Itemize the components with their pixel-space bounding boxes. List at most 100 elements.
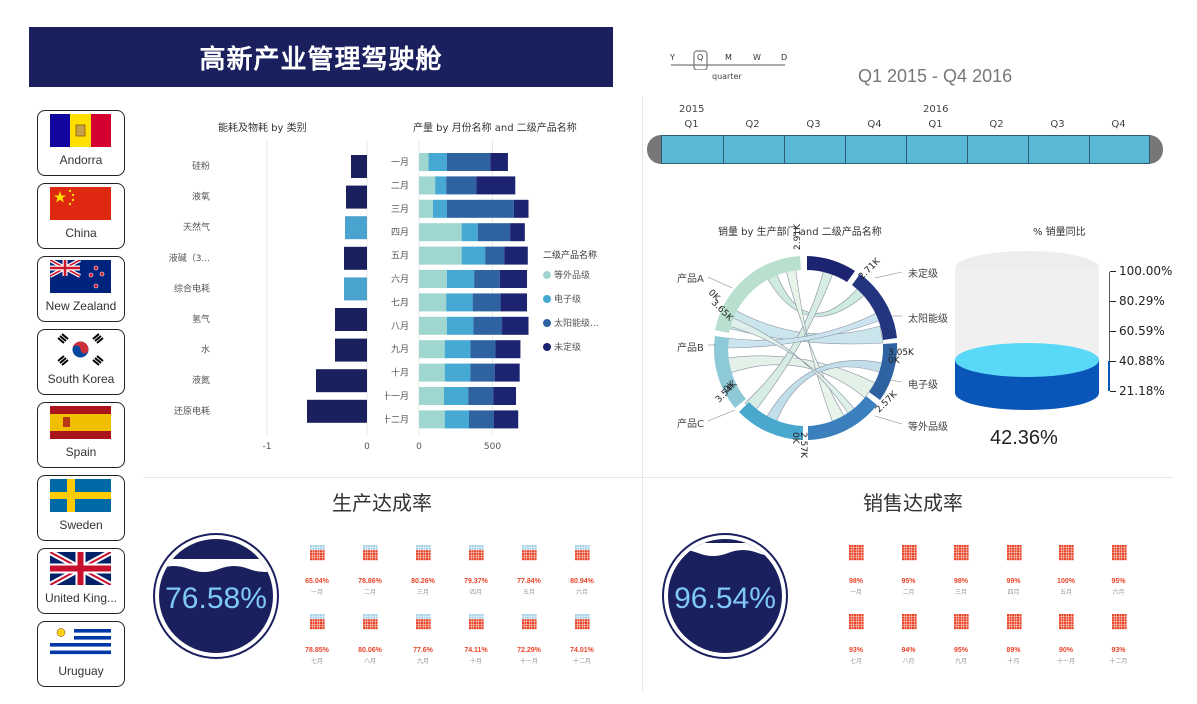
energy-bar[interactable] — [344, 246, 367, 270]
production-bar-segment[interactable] — [493, 387, 517, 405]
legend-item[interactable]: 未定级 — [543, 340, 599, 353]
timeline-quarter-1[interactable]: Q1 — [684, 119, 699, 130]
production-bar-segment[interactable] — [419, 176, 436, 195]
legend-swatch — [543, 342, 551, 351]
production-month-label: 七月 — [391, 297, 409, 308]
production-bar-segment[interactable] — [502, 316, 529, 335]
progress-grid-icon — [469, 614, 484, 630]
timeline-quarter-2[interactable]: Q2 — [745, 119, 760, 130]
level-option-q[interactable]: Q — [697, 53, 704, 62]
level-option-m[interactable]: M — [725, 53, 732, 62]
timeline-range-bar[interactable] — [661, 135, 1150, 164]
production-bar-segment[interactable] — [435, 176, 447, 195]
production-bar-segment[interactable] — [444, 340, 471, 359]
level-option-w[interactable]: W — [753, 53, 761, 62]
production-bar-segment[interactable] — [444, 410, 469, 429]
production-bar-segment[interactable] — [446, 316, 474, 335]
production-bar-segment[interactable] — [470, 340, 496, 359]
production-bar-segment[interactable] — [470, 363, 495, 382]
energy-bar[interactable] — [344, 277, 367, 301]
timeline-quarter-8[interactable]: Q4 — [1111, 119, 1126, 130]
level-option-y[interactable]: Y — [670, 53, 675, 62]
country-button[interactable]: China — [37, 183, 125, 249]
legend-item[interactable]: 太阳能级... — [543, 316, 599, 329]
production-bar-segment[interactable] — [461, 246, 486, 265]
country-button[interactable]: Spain — [37, 402, 125, 468]
production-bar-segment[interactable] — [495, 340, 521, 359]
production-bar-segment[interactable] — [443, 387, 469, 405]
energy-bar[interactable] — [345, 216, 367, 240]
production-bar-segment[interactable] — [446, 293, 473, 312]
production-bar-segment[interactable] — [468, 387, 494, 405]
month-rate-value: 99% — [1006, 578, 1021, 585]
production-bar-segment[interactable] — [461, 223, 478, 242]
production-bar-segment[interactable] — [446, 270, 475, 288]
energy-bar[interactable] — [346, 185, 367, 209]
production-bar-segment[interactable] — [474, 270, 500, 288]
country-button[interactable]: Uruguay — [37, 621, 125, 687]
production-bar-segment[interactable] — [472, 293, 501, 312]
country-name: Andorra — [59, 153, 103, 167]
production-bar-segment[interactable] — [419, 293, 447, 312]
month-rate-value: 74.11% — [464, 647, 488, 654]
production-bar-segment[interactable] — [446, 153, 491, 171]
timeline-quarter-7[interactable]: Q3 — [1050, 119, 1065, 130]
production-bar-segment[interactable] — [490, 153, 508, 171]
month-label: 七月 — [849, 658, 862, 665]
production-bar-segment[interactable] — [419, 410, 445, 429]
production-bar-segment[interactable] — [419, 246, 462, 265]
production-bar-segment[interactable] — [419, 270, 447, 288]
production-bar-segment[interactable] — [446, 176, 477, 195]
production-bar-segment[interactable] — [477, 223, 511, 242]
production-bar-segment[interactable] — [419, 387, 444, 405]
timeline-quarter-4[interactable]: Q4 — [867, 119, 882, 130]
production-bar-segment[interactable] — [499, 270, 528, 288]
timeline-level-selector[interactable]: Y Q M W D quarter — [668, 50, 793, 88]
production-month-label: 十二月 — [385, 413, 409, 425]
country-button[interactable]: Andorra — [37, 110, 125, 176]
country-button[interactable]: United King... — [37, 548, 125, 614]
production-bar-segment[interactable] — [473, 316, 503, 335]
timeline-quarter-divider — [723, 136, 724, 163]
country-button[interactable]: New Zealand — [37, 256, 125, 322]
energy-bar[interactable] — [335, 308, 367, 331]
production-bar-segment[interactable] — [476, 176, 516, 195]
country-button[interactable]: South Korea — [37, 329, 125, 395]
production-bar-segment[interactable] — [446, 199, 514, 218]
production-bar-segment[interactable] — [432, 199, 447, 218]
production-bar-segment[interactable] — [419, 340, 445, 359]
energy-bar[interactable] — [307, 399, 367, 423]
timeline-quarter-5[interactable]: Q1 — [928, 119, 943, 130]
production-bar-segment[interactable] — [419, 223, 462, 242]
level-option-d[interactable]: D — [781, 53, 788, 62]
cylinder-fill-surface — [955, 343, 1099, 377]
country-button[interactable]: Sweden — [37, 475, 125, 541]
energy-bar[interactable] — [316, 369, 367, 393]
production-bar-segment[interactable] — [444, 363, 471, 382]
production-bar-segment[interactable] — [419, 363, 445, 382]
energy-bar[interactable] — [351, 155, 367, 178]
production-month-label: 五月 — [391, 251, 409, 262]
timeline-quarter-3[interactable]: Q3 — [806, 119, 821, 130]
production-bar-segment[interactable] — [510, 223, 525, 242]
legend-item[interactable]: 电子级 — [543, 292, 599, 305]
production-bar-segment[interactable] — [504, 246, 528, 265]
month-rate-value: 80.94% — [570, 578, 594, 585]
chord-target-label: 未定级 — [908, 269, 938, 280]
yoy-scale-tick — [1110, 391, 1116, 392]
spain-flag — [50, 406, 111, 439]
energy-bar[interactable] — [335, 338, 367, 362]
production-bar-segment[interactable] — [468, 410, 494, 429]
production-bar-segment[interactable] — [419, 153, 429, 171]
timeline-quarter-6[interactable]: Q2 — [989, 119, 1004, 130]
production-bar-segment[interactable] — [485, 246, 505, 265]
legend-item[interactable]: 等外品级 — [543, 268, 599, 281]
production-bar-segment[interactable] — [419, 199, 433, 218]
production-bar-segment[interactable] — [494, 363, 520, 382]
production-bar-segment[interactable] — [513, 199, 529, 218]
production-bar-segment[interactable] — [419, 316, 447, 335]
production-bar-segment[interactable] — [428, 153, 447, 171]
production-month-label: 八月 — [391, 321, 409, 332]
production-bar-segment[interactable] — [493, 410, 519, 429]
production-bar-segment[interactable] — [500, 293, 528, 312]
